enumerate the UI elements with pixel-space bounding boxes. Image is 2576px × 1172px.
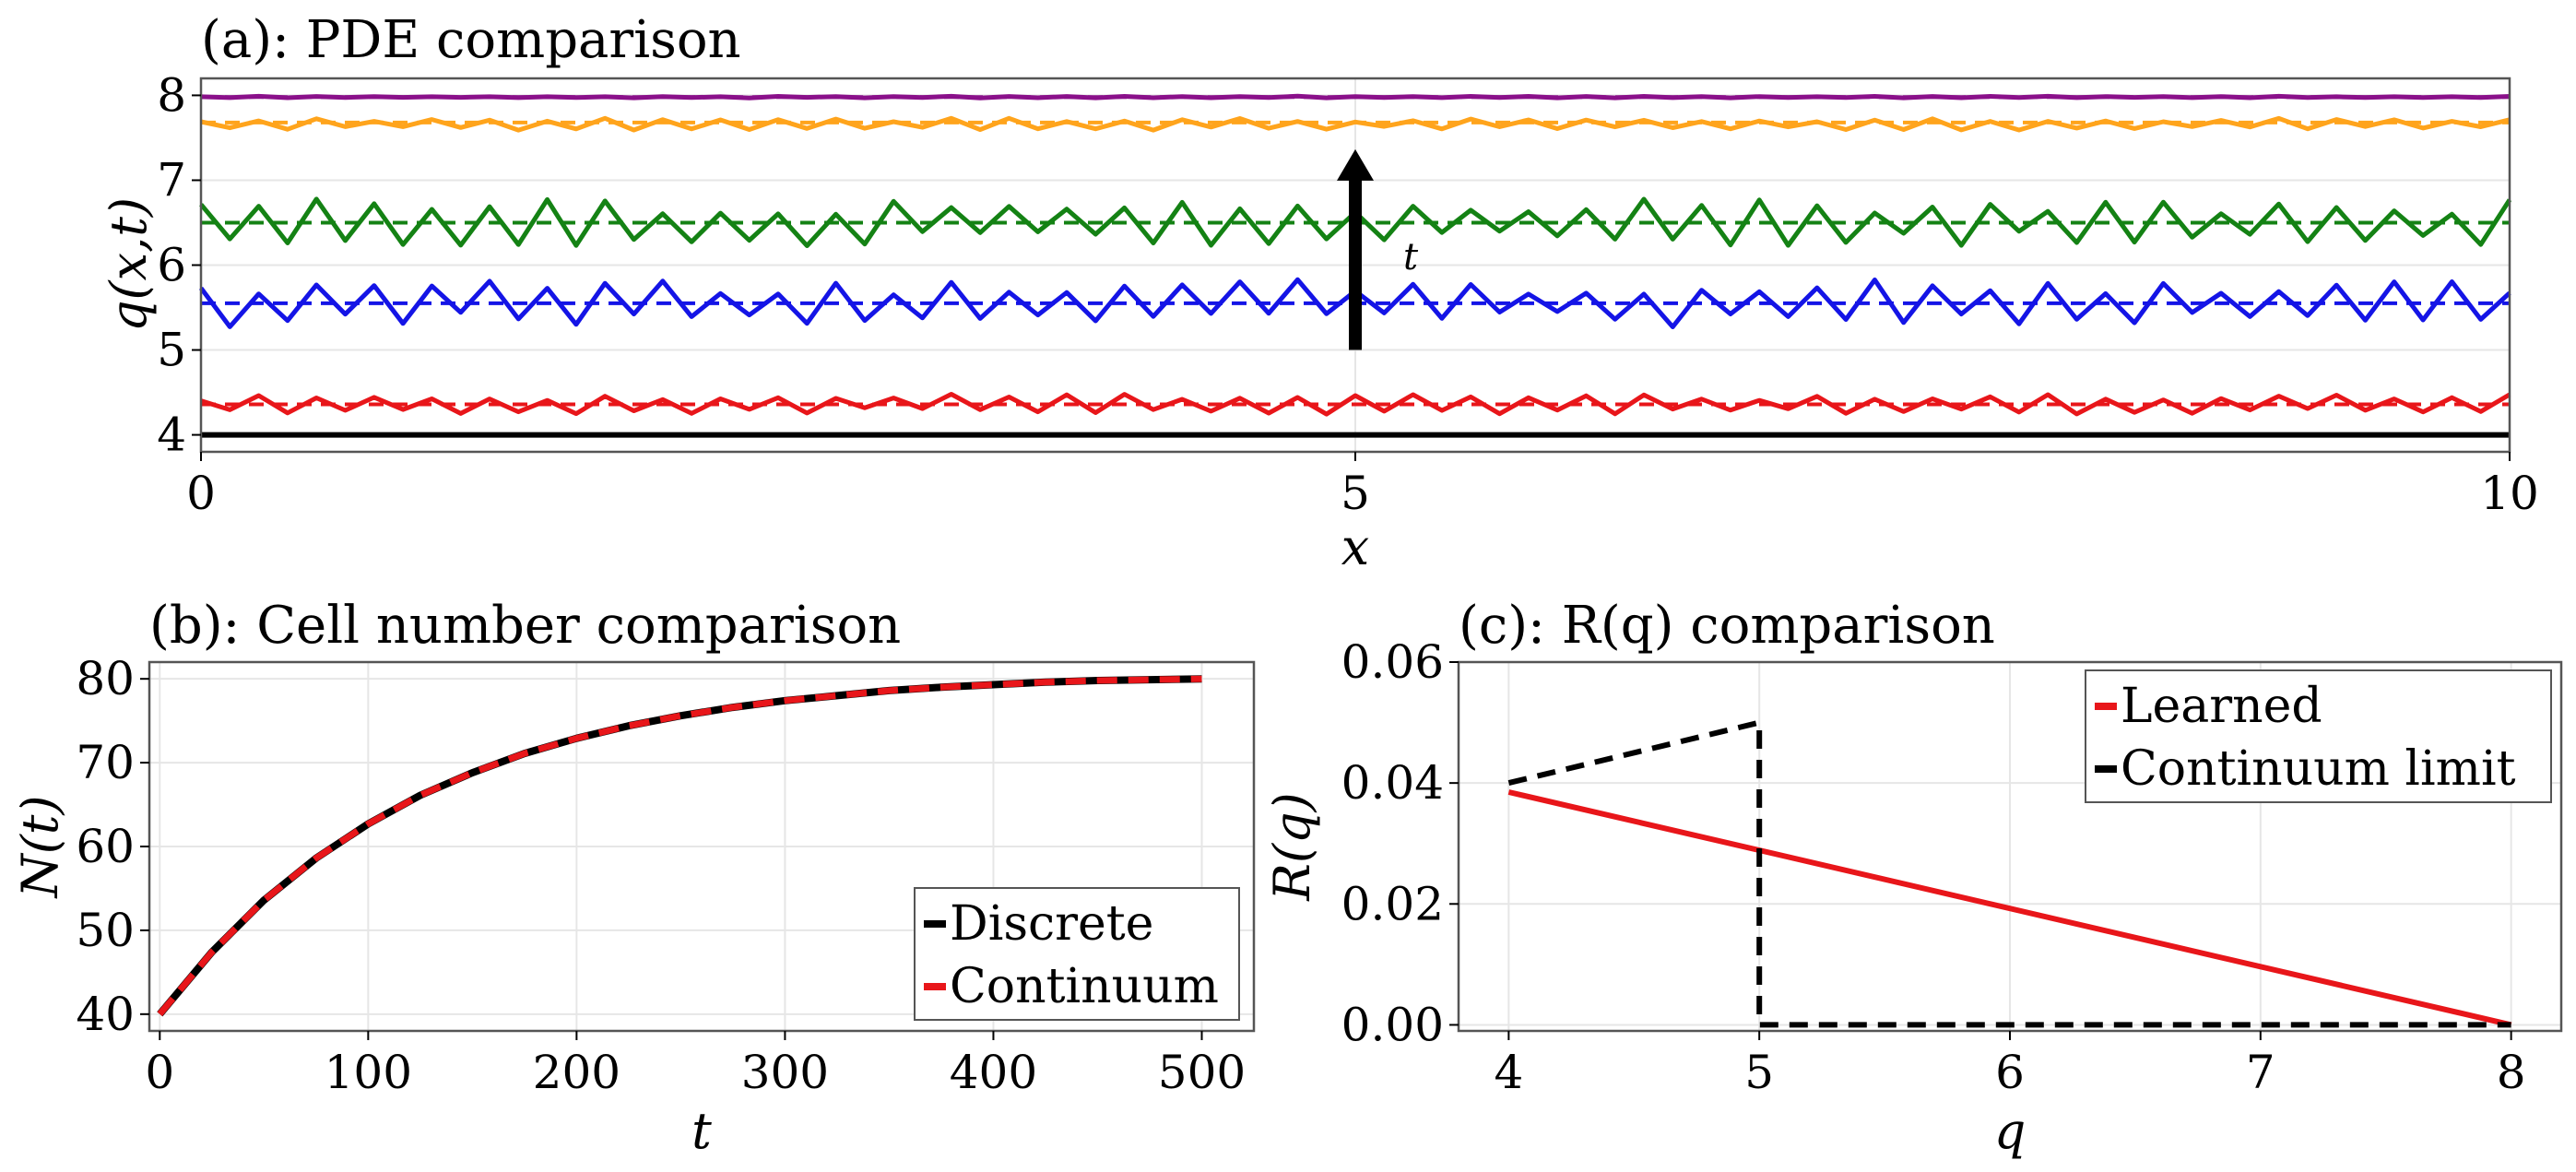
legend-label-continuum: Continuum (950, 959, 1219, 1014)
panel-b-xlabel: t (691, 1102, 712, 1160)
panel-c: (c): R(q) comparison 4 5 6 7 8 0.00 0.02 0.04 0.… (1263, 596, 2563, 1160)
panel-c-ytick-label: 0.00 (1341, 998, 1444, 1051)
panel-b-xtick-label: 300 (741, 1046, 829, 1099)
series-line-continuum-limit (1507, 718, 2511, 1028)
panel-c-lines (1507, 718, 2512, 1028)
panel-c-ytick-label: 0.06 (1341, 635, 1444, 689)
panel-a-xtick-label: 5 (1341, 467, 1370, 520)
panel-c-legend-box (2085, 669, 2552, 803)
panel-b-xtick-label: 200 (533, 1046, 620, 1099)
panel-c-legend: Learned Continuum limit (2085, 669, 2552, 803)
series-line-discrete (157, 675, 1202, 1017)
discrete-line-t4 (200, 115, 2511, 133)
panel-a-xlabel: x (1341, 518, 1369, 576)
time-arrow-label: t (1403, 236, 1419, 278)
panel-b: (b): Cell number comparison 0 100 200 300 40… (11, 596, 1256, 1160)
panel-a-ytick-label: 6 (157, 239, 186, 292)
panel-a: (a): PDE comparison t 0 5 10 4 5 6 7 8 x q(x,t) (100, 10, 2539, 576)
panel-b-legend-box (914, 887, 1240, 1021)
panel-a-ticks: 0 5 10 4 5 6 7 8 (157, 68, 2539, 520)
panel-b-lines (157, 675, 1202, 1017)
panel-c-xtick-label: 4 (1494, 1046, 1523, 1099)
panel-a-ylabel: q(x,t) (100, 197, 158, 332)
discrete-line-t1 (200, 392, 2511, 417)
panel-c-ytick-label: 0.04 (1341, 756, 1444, 810)
panel-b-ytick-label: 70 (76, 736, 135, 789)
legend-label-discrete: Discrete (950, 896, 1153, 952)
panel-b-legend: Discrete Continuum (914, 887, 1240, 1021)
panel-c-title: (c): R(q) comparison (1459, 596, 1995, 656)
panel-b-title: (b): Cell number comparison (149, 596, 901, 656)
panel-a-xtick-label: 10 (2480, 467, 2539, 520)
panel-b-ytick-label: 40 (76, 988, 135, 1041)
panel-b-xtick-label: 0 (145, 1046, 174, 1099)
legend-label-continuum-limit: Continuum limit (2121, 741, 2516, 797)
panel-c-xtick-label: 8 (2497, 1046, 2526, 1099)
panel-c-ylabel: R(q) (1263, 792, 1321, 901)
panel-b-ytick-label: 50 (76, 904, 135, 957)
panel-b-xtick-label: 500 (1158, 1046, 1246, 1099)
panel-b-ticks: 0 100 200 300 400 500 40 50 60 70 80 (76, 652, 1246, 1099)
series-line-learned (1507, 789, 2512, 1028)
panel-c-xlabel: q (1994, 1102, 2027, 1160)
panel-b-ylabel: N(t) (11, 795, 69, 899)
panel-b-ytick-label: 60 (76, 820, 135, 873)
panel-b-xtick-label: 100 (325, 1046, 412, 1099)
panel-a-ytick-label: 7 (157, 153, 186, 207)
panel-a-ytick-label: 4 (157, 408, 186, 462)
panel-b-ytick-label: 80 (76, 652, 135, 705)
panel-c-ticks: 4 5 6 7 8 0.00 0.02 0.04 0.06 (1341, 635, 2526, 1099)
panel-c-xtick-label: 5 (1744, 1046, 1774, 1099)
panel-a-xtick-label: 0 (186, 467, 216, 520)
panel-b-xtick-label: 400 (950, 1046, 1037, 1099)
discrete-line-t5 (200, 93, 2511, 101)
panel-c-ytick-label: 0.02 (1341, 877, 1444, 930)
time-arrow-head (1337, 148, 1374, 181)
panel-c-xtick-label: 6 (1995, 1046, 2025, 1099)
legend-label-learned: Learned (2121, 679, 2322, 734)
panel-c-xtick-label: 7 (2246, 1046, 2275, 1099)
panel-a-ytick-label: 8 (157, 68, 186, 122)
panel-a-title: (a): PDE comparison (201, 10, 741, 70)
panel-a-ytick-label: 5 (157, 324, 186, 377)
